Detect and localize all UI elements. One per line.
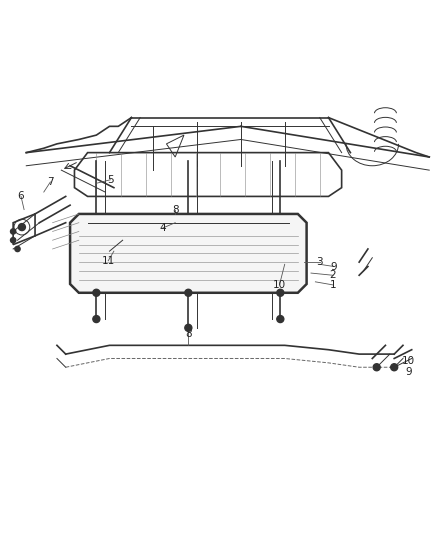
- Circle shape: [11, 229, 16, 234]
- Text: 2: 2: [329, 270, 336, 280]
- Text: 11: 11: [102, 256, 115, 266]
- Circle shape: [185, 289, 192, 296]
- Text: 10: 10: [402, 356, 415, 366]
- Text: 7: 7: [47, 177, 54, 187]
- Text: 1: 1: [329, 280, 336, 290]
- Circle shape: [277, 316, 284, 322]
- Circle shape: [11, 238, 16, 243]
- Text: 9: 9: [330, 262, 337, 271]
- Text: 4: 4: [159, 223, 166, 233]
- Text: 3: 3: [316, 257, 323, 267]
- Circle shape: [373, 364, 380, 371]
- Text: 10: 10: [273, 280, 286, 290]
- Text: 5: 5: [107, 175, 114, 185]
- Circle shape: [185, 324, 192, 332]
- Circle shape: [277, 289, 284, 296]
- Text: 8: 8: [172, 205, 179, 215]
- Circle shape: [15, 246, 20, 252]
- Text: 9: 9: [405, 367, 412, 377]
- Text: 8: 8: [185, 329, 192, 340]
- Polygon shape: [70, 214, 307, 293]
- Circle shape: [93, 316, 100, 322]
- Circle shape: [391, 364, 398, 371]
- Circle shape: [93, 289, 100, 296]
- Text: 6: 6: [18, 191, 25, 201]
- Circle shape: [18, 223, 25, 231]
